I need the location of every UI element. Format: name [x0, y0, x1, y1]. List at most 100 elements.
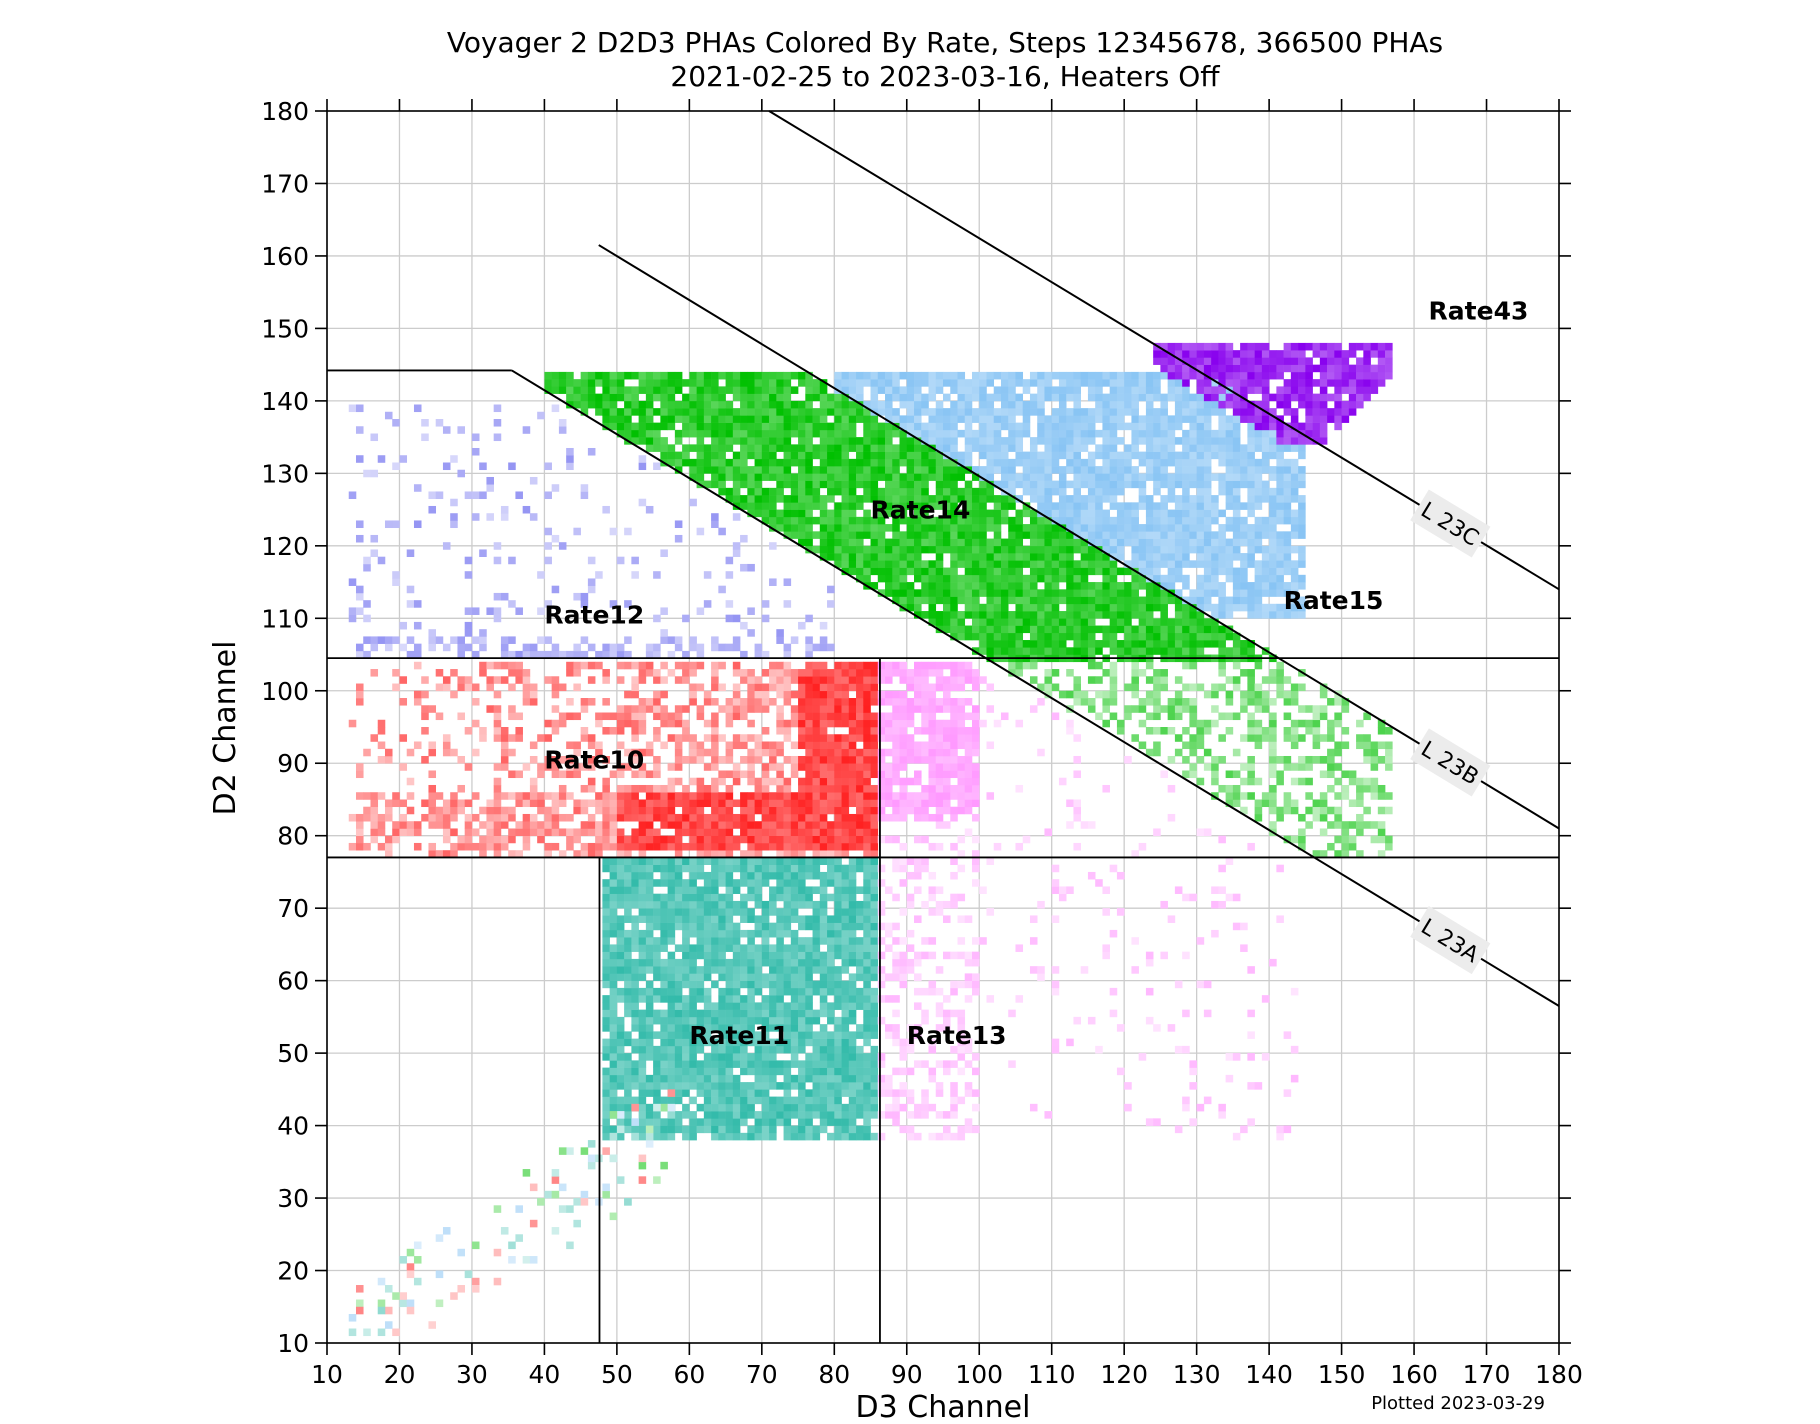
point-rate14 [682, 458, 690, 467]
point-rate14 [1073, 698, 1081, 706]
point-rate11 [645, 879, 654, 887]
point-rate10 [609, 770, 618, 779]
point-rate11 [602, 1038, 610, 1047]
point-rate14 [1015, 640, 1024, 648]
point-rate13 [943, 1067, 951, 1076]
point-rate13 [935, 1002, 944, 1010]
point-rate11 [703, 1031, 712, 1039]
point-rate14 [848, 415, 857, 423]
point-rate14 [761, 400, 770, 409]
point-rate10 [645, 828, 654, 837]
point-rate14 [645, 444, 654, 452]
point-rate10 [805, 712, 813, 721]
point-rate14 [870, 415, 879, 423]
point-rate10 [725, 799, 734, 808]
point-rate11 [812, 966, 821, 974]
point-rate10 [653, 835, 661, 844]
point-rate10 [805, 705, 813, 713]
point-rate14 [943, 567, 951, 576]
point-rate10 [841, 748, 850, 757]
point-rate10 [740, 741, 748, 750]
point-rate14 [732, 487, 741, 496]
point-rate13 [1203, 828, 1212, 837]
point-rate11 [769, 1074, 777, 1083]
point-rate14 [950, 560, 958, 568]
point-rate11 [798, 987, 806, 996]
point-rate10 [841, 828, 850, 837]
point-rate10 [827, 705, 835, 713]
point-rate14 [877, 451, 886, 460]
point-rate11 [848, 879, 857, 887]
point-rate10 [718, 777, 726, 786]
point-rate11 [790, 980, 799, 989]
point-rate10 [696, 741, 705, 750]
point-rate14 [1124, 567, 1132, 576]
point-rate14 [1095, 640, 1103, 648]
point-rate11 [616, 871, 625, 880]
point-rate11 [718, 958, 726, 967]
point-rate13 [957, 1038, 966, 1047]
point-rate14 [1131, 574, 1139, 583]
point-rate10 [464, 727, 473, 735]
point-rate14 [986, 596, 995, 605]
point-rate14 [993, 531, 1002, 539]
point-rate11 [696, 1009, 705, 1018]
point-rate14 [798, 516, 806, 525]
point-rate11 [790, 900, 799, 909]
point-rate14 [928, 516, 937, 525]
point-rate14 [732, 473, 741, 481]
point-rate11 [747, 908, 755, 916]
point-rate14 [819, 422, 828, 431]
point-rate13 [986, 792, 995, 800]
point-rate14 [790, 509, 799, 518]
point-rate10 [631, 828, 639, 837]
point-rate10 [812, 777, 821, 786]
point-rate11 [667, 937, 676, 945]
point-rate11 [645, 900, 654, 909]
point-rate10 [783, 806, 792, 815]
point-rate11 [645, 966, 654, 974]
point-rate11 [790, 1031, 799, 1039]
point-rate14 [1087, 603, 1096, 612]
point-rate12 [609, 527, 618, 536]
point-rate14 [761, 509, 770, 518]
point-rate14 [674, 429, 683, 438]
point-rate13 [971, 973, 980, 981]
point-rate10 [587, 777, 596, 786]
point-rate11 [732, 900, 741, 909]
point-rate11 [776, 944, 784, 952]
point-rate11 [761, 980, 770, 989]
point-rate12 [464, 629, 473, 637]
point-rate10 [638, 813, 647, 822]
point-rate11 [682, 951, 690, 960]
point-rate11 [769, 1103, 777, 1112]
point-rate14 [660, 444, 668, 452]
point-rate10 [769, 806, 777, 815]
point-rate11 [631, 1074, 639, 1083]
point-rate14 [892, 524, 900, 532]
point-rate10 [660, 676, 668, 684]
point-rate13 [892, 669, 900, 677]
point-rate10 [674, 850, 683, 858]
point-rate14 [848, 408, 857, 416]
point-rate14 [790, 502, 799, 510]
point-rate10 [515, 799, 523, 808]
point-rate12 [544, 636, 552, 644]
point-rate14 [1174, 676, 1183, 684]
point-rate14 [928, 574, 937, 583]
point-rate14 [732, 422, 741, 431]
point-rate13 [921, 784, 929, 793]
point-rate11 [616, 951, 625, 960]
point-rate14 [986, 553, 995, 561]
point-rate14 [783, 400, 792, 409]
point-rate11 [776, 864, 784, 873]
point-rate14 [827, 531, 835, 539]
point-rate10 [515, 676, 523, 684]
point-rate14 [1124, 683, 1132, 692]
point-rate10 [689, 828, 697, 837]
point-rate11 [812, 1111, 821, 1119]
point-rate10 [776, 799, 784, 808]
point-rate14 [798, 538, 806, 547]
point-rate10 [370, 835, 379, 844]
point-rate10 [848, 784, 857, 793]
